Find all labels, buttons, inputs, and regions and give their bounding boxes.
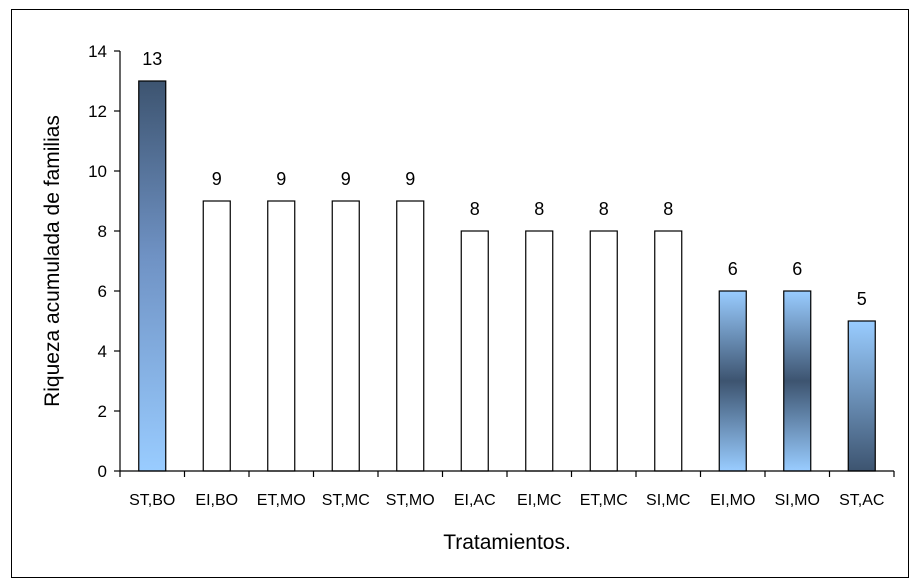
- data-label: 13: [142, 49, 162, 69]
- y-tick-label: 0: [98, 462, 107, 481]
- y-tick-label: 12: [88, 102, 107, 121]
- y-tick-label: 14: [88, 42, 107, 61]
- x-tick-label: SI,MO: [775, 492, 820, 509]
- x-tick-label: ST,MC: [322, 492, 370, 509]
- x-tick-label: EI,AC: [454, 492, 496, 509]
- y-tick-label: 10: [88, 162, 107, 181]
- x-tick-label: SI,MC: [646, 492, 690, 509]
- data-label: 8: [534, 199, 544, 219]
- bar: [718, 290, 747, 472]
- x-tick-label: ET,MO: [257, 492, 306, 509]
- x-tick-label: ET,MC: [580, 492, 628, 509]
- x-tick-label: EI,BO: [195, 492, 238, 509]
- x-tick-label: EI,MO: [710, 492, 755, 509]
- y-tick-label: 4: [98, 342, 107, 361]
- data-label: 9: [341, 169, 351, 189]
- y-ticks-group: 0 2 4 6 8 10 12 14: [88, 42, 120, 481]
- data-labels-group: 13 9 9 9 9 8 8 8 8 6 6 5: [142, 49, 867, 309]
- x-tick-label: ST,AC: [839, 492, 884, 509]
- bar: [202, 200, 231, 472]
- bars-group: [138, 80, 876, 472]
- bar: [331, 200, 360, 472]
- data-label: 8: [599, 199, 609, 219]
- y-axis-title: Riqueza acumulada de familias: [41, 115, 64, 407]
- x-axis-title: Tratamientos.: [443, 531, 571, 554]
- bar: [460, 230, 489, 472]
- y-tick-label: 2: [98, 402, 107, 421]
- x-ticks-group: ST,BO EI,BO ET,MO ST,MC ST,MO EI,AC EI,MC ET,MC…: [119, 471, 895, 509]
- data-label: 9: [405, 169, 415, 189]
- data-label: 9: [212, 169, 222, 189]
- x-tick-label: EI,MC: [517, 492, 561, 509]
- data-label: 5: [857, 289, 867, 309]
- bar: [267, 200, 296, 472]
- y-tick-label: 8: [98, 222, 107, 241]
- data-label: 8: [663, 199, 673, 219]
- y-tick-label: 6: [98, 282, 107, 301]
- x-tick-label: ST,MO: [386, 492, 435, 509]
- data-label: 6: [728, 259, 738, 279]
- x-tick-label: ST,BO: [129, 492, 175, 509]
- bar: [589, 230, 618, 472]
- bar: [847, 320, 876, 472]
- bar: [525, 230, 554, 472]
- data-label: 8: [470, 199, 480, 219]
- bar: [396, 200, 425, 472]
- data-label: 9: [276, 169, 286, 189]
- bar: [138, 80, 167, 472]
- bar: [654, 230, 683, 472]
- data-label: 6: [792, 259, 802, 279]
- bar: [783, 290, 812, 472]
